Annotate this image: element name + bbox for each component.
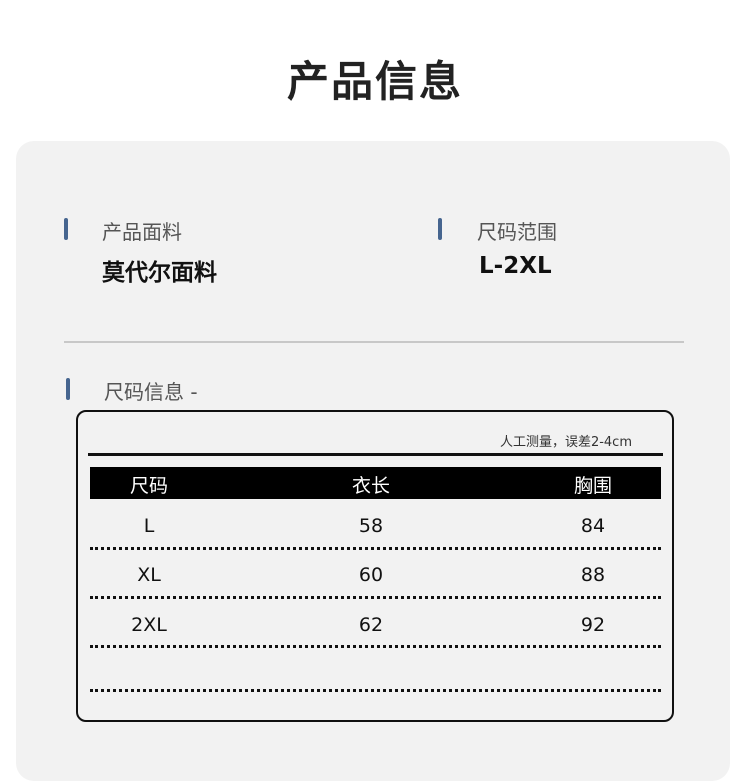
fabric-value: 莫代尔面料 <box>102 260 217 286</box>
measurement-note: 人工测量，误差2-4cm <box>499 435 632 450</box>
size-table-box <box>76 410 674 722</box>
header-length: 衣长 <box>351 475 390 497</box>
row-divider <box>90 689 661 692</box>
size-range-value: L-2XL <box>479 253 552 279</box>
header-size: 尺码 <box>129 475 168 497</box>
info-card <box>16 141 730 781</box>
fabric-label: 产品面料 <box>102 220 182 244</box>
row-divider <box>90 596 661 599</box>
divider <box>64 341 684 343</box>
cell-size: XL <box>137 564 161 586</box>
cell-size: L <box>143 515 155 537</box>
cell-length: 60 <box>358 564 384 586</box>
size-info-label: 尺码信息 - <box>104 380 198 404</box>
table-rule <box>88 453 663 456</box>
cell-size: 2XL <box>131 614 167 636</box>
cell-length: 62 <box>358 614 384 636</box>
cell-chest: 84 <box>580 515 606 537</box>
cell-length: 58 <box>358 515 384 537</box>
accent-bar <box>64 218 68 240</box>
accent-bar <box>438 218 442 240</box>
size-range-label: 尺码范围 <box>477 220 557 244</box>
header-chest: 胸围 <box>573 475 612 497</box>
row-divider <box>90 645 661 648</box>
accent-bar <box>66 378 70 400</box>
row-divider <box>90 547 661 550</box>
table-header: 尺码 衣长 胸围 <box>90 467 661 499</box>
cell-chest: 92 <box>580 614 606 636</box>
page-title: 产品信息 <box>286 57 463 106</box>
cell-chest: 88 <box>580 564 606 586</box>
